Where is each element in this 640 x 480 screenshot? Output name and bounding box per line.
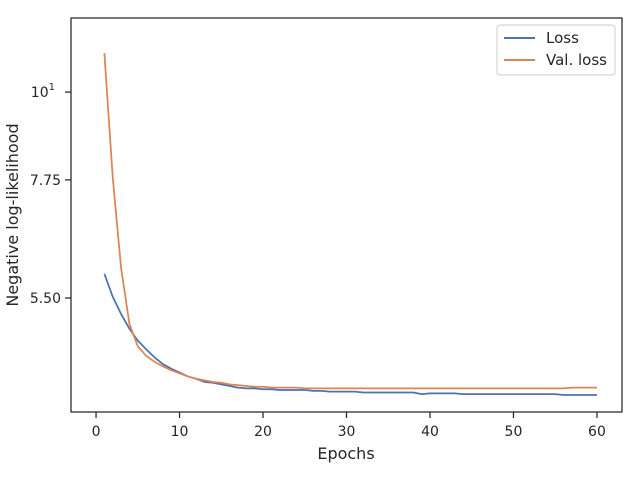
- legend-label-val-loss: Val. loss: [546, 51, 607, 69]
- y-tick-label: 101: [31, 82, 55, 101]
- x-axis-label: Epochs: [317, 444, 374, 463]
- x-tick-label: 60: [588, 424, 606, 440]
- x-tick-label: 0: [92, 424, 101, 440]
- x-tick-label: 10: [171, 424, 189, 440]
- plot-background: [71, 18, 622, 412]
- x-tick-label: 50: [505, 424, 523, 440]
- series-layer: [103, 53, 597, 396]
- x-tick-label: 30: [338, 424, 356, 440]
- x-tick-label: 20: [254, 424, 272, 440]
- y-tick-label: 7.75: [30, 173, 61, 189]
- y-axis: 5.50 7.75 101: [30, 82, 71, 307]
- legend-label-loss: Loss: [546, 29, 579, 47]
- series-line-val-loss: [103, 53, 597, 390]
- legend: Loss Val. loss: [496, 24, 616, 76]
- y-axis-label: Negative log-likelihood: [3, 123, 22, 306]
- x-tick-label: 40: [421, 424, 439, 440]
- y-tick-label-exponent: 1: [49, 82, 55, 93]
- x-axis: 0 10 20 30 40 50 60: [92, 412, 606, 440]
- y-tick-label: 5.50: [30, 291, 61, 307]
- y-tick-label-base: 10: [31, 85, 49, 101]
